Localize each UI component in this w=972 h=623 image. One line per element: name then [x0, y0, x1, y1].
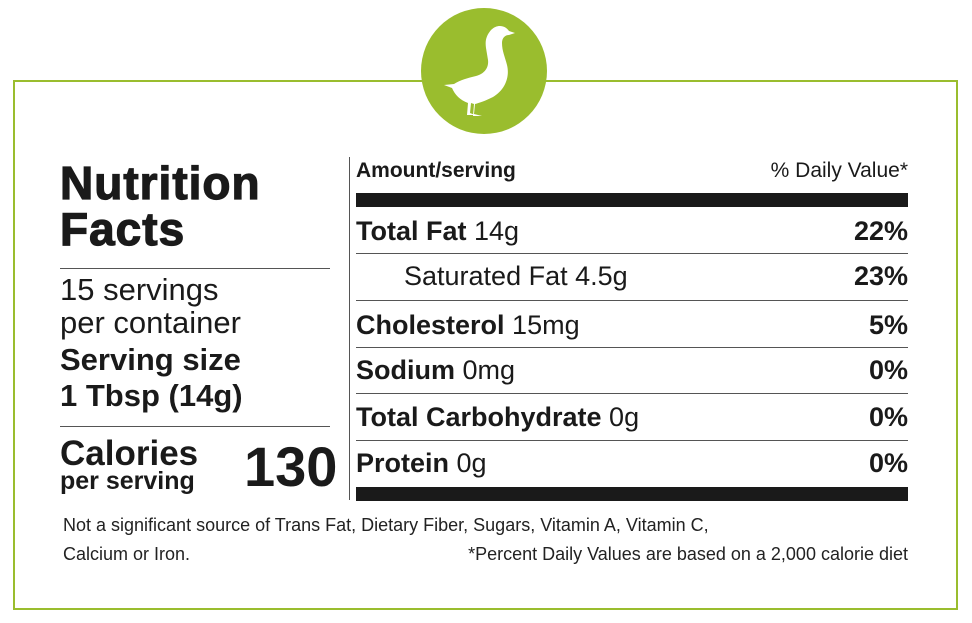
divider	[356, 253, 908, 254]
nutrient-row: Saturated Fat 4.5g 23%	[404, 261, 908, 291]
title: Nutrition Facts	[59, 157, 261, 255]
serving-size: Serving size 1 Tbsp (14g)	[60, 342, 243, 413]
column-divider	[349, 157, 350, 500]
footnote: Calcium or Iron.	[63, 544, 191, 564]
divider	[356, 300, 908, 301]
footnote: Not a significant source of Trans Fat, D…	[63, 515, 709, 535]
calories-per-serving: per serving	[60, 467, 195, 495]
divider	[356, 440, 908, 441]
nutrient-row: Total Carbohydrate 0g 0%	[356, 402, 908, 432]
daily-value-note: *Percent Daily Values are based on a 2,0…	[468, 544, 908, 564]
divider	[60, 426, 330, 427]
nutrient-row: Cholesterol 15mg 5%	[356, 310, 908, 340]
calories-value: 130	[244, 435, 338, 498]
nutrient-row: Protein 0g 0%	[356, 448, 908, 478]
nutrient-row: Total Fat 14g 22%	[356, 216, 908, 246]
divider	[356, 393, 908, 394]
servings-per-container: 15 servings per container	[60, 272, 241, 340]
goose-icon	[444, 25, 515, 116]
thick-rule	[356, 487, 908, 501]
calories-label: Calories	[60, 434, 199, 473]
table-header: Amount/serving% Daily Value*	[356, 159, 908, 182]
nutrient-row: Sodium 0mg 0%	[356, 355, 908, 385]
logo	[421, 8, 547, 134]
divider	[356, 347, 908, 348]
divider	[60, 268, 330, 269]
thick-rule	[356, 193, 908, 207]
